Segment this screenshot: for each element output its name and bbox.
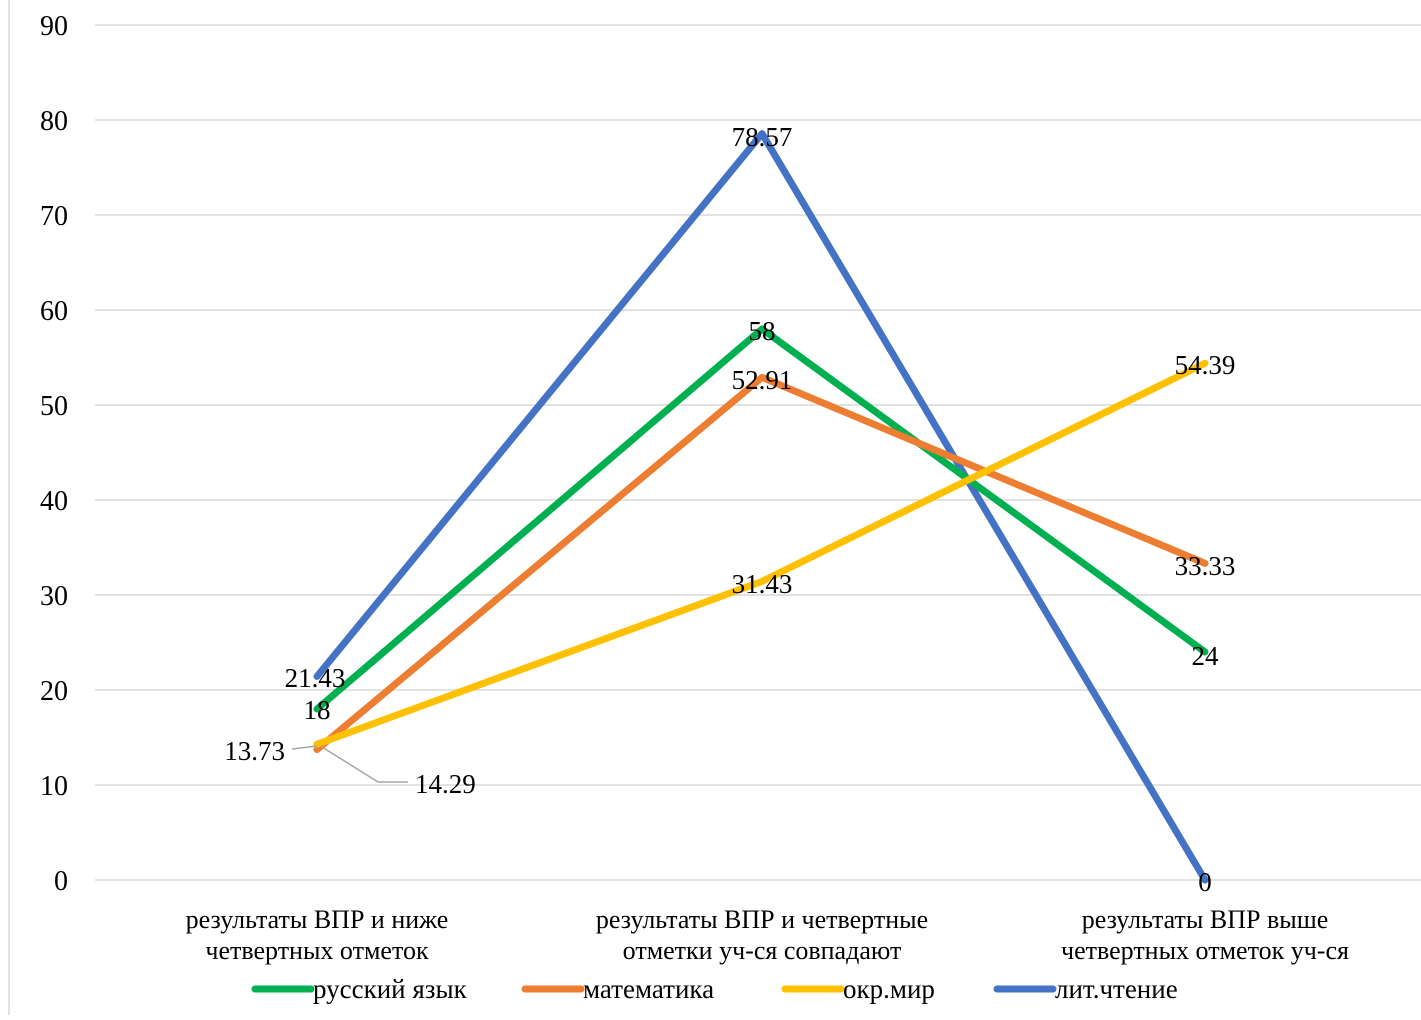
data-label-2-2: 33.33 [1175, 551, 1236, 581]
legend-label-2: математика [583, 974, 714, 1004]
x-category-label-0-1: четвертных отметок [205, 936, 429, 965]
y-tick-label-30: 30 [40, 581, 68, 612]
x-category-label-0-0: результаты ВПР и ниже [186, 905, 449, 934]
series-line-0 [313, 130, 1209, 884]
leader-line-world [321, 746, 408, 783]
data-label-1-2: 24 [1192, 641, 1220, 671]
data-label-0-0: 21.43 [285, 663, 346, 693]
data-label-2-0: 13.73 [224, 736, 285, 766]
y-tick-label-80: 80 [40, 106, 68, 137]
x-category-label-2-0: результаты ВПР выше [1082, 905, 1329, 934]
data-label-0-2: 0 [1198, 867, 1212, 897]
y-tick-label-40: 40 [40, 486, 68, 517]
y-axis-ticks: 0 10 20 30 40 50 60 70 80 90 [40, 11, 68, 897]
data-label-0-1: 78.57 [732, 122, 793, 152]
y-tick-label-70: 70 [40, 201, 68, 232]
y-tick-label-60: 60 [40, 296, 68, 327]
series-line-3 [313, 359, 1209, 748]
legend-label-1: русский язык [313, 974, 468, 1004]
gridlines [95, 24, 1421, 881]
series-lines [313, 130, 1209, 884]
y-tick-label-10: 10 [40, 771, 68, 802]
data-label-3-2: 54.39 [1175, 350, 1236, 380]
data-labels: 21.43 78.57 0 18 58 24 13.73 52.91 33.33 14.29 31.… [224, 122, 1235, 897]
data-label-2-1: 52.91 [732, 365, 793, 395]
legend: русский язык математика окр.мир лит.чтение [251, 974, 1178, 1004]
series-line-1 [313, 325, 1209, 713]
legend-label-0: лит.чтение [1055, 974, 1178, 1004]
data-label-3-1: 31.43 [732, 569, 793, 599]
x-category-label-2-1: четвертных отметок уч-ся [1061, 936, 1349, 965]
y-tick-label-50: 50 [40, 391, 68, 422]
data-label-1-1: 58 [749, 316, 776, 346]
legend-label-3: окр.мир [843, 974, 935, 1004]
series-line-2 [313, 373, 1209, 754]
x-category-label-1-1: отметки уч-ся совпадают [623, 936, 902, 965]
data-label-3-0: 14.29 [415, 769, 476, 799]
y-tick-label-20: 20 [40, 676, 68, 707]
data-label-1-0: 18 [304, 695, 331, 725]
leader-line-math [291, 745, 318, 750]
x-category-label-1-0: результаты ВПР и четвертные [596, 905, 928, 934]
y-tick-label-0: 0 [54, 866, 68, 897]
y-tick-label-90: 90 [40, 11, 68, 42]
